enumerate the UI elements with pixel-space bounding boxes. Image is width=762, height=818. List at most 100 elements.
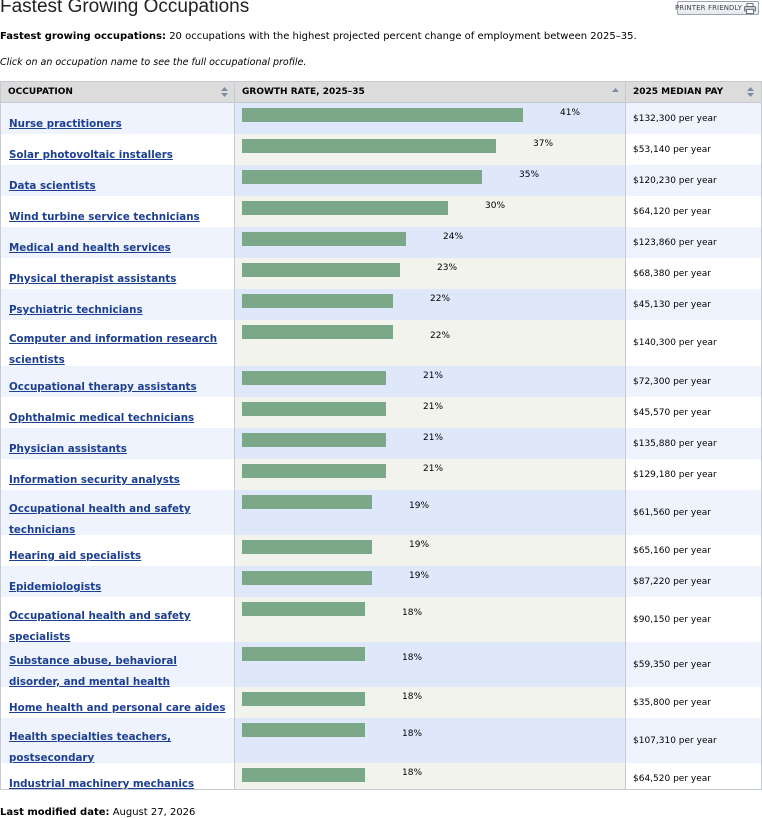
table-row: Occupational health and safety technicia… <box>1 490 761 536</box>
last-modified-label: Last modified date: <box>0 807 110 818</box>
pay-column-header[interactable]: 2025 MEDIAN PAY <box>626 82 761 102</box>
occupation-link[interactable]: Solar photovoltaic installers <box>9 149 173 161</box>
table-row: Medical and health services managers 24% $… <box>1 227 761 275</box>
occupation-link[interactable]: Physical therapist assistants <box>9 273 177 285</box>
printer-friendly-button[interactable]: PRINTER FRIENDLY <box>674 1 759 15</box>
median-pay-cell: $64,120 per year <box>626 196 761 227</box>
median-pay-value: $53,140 per year <box>633 144 711 155</box>
table-row: Home health and personal care aides 18% $3… <box>1 687 761 718</box>
growth-cell: 19% <box>235 535 626 566</box>
occupation-link[interactable]: Industrial machinery mechanics <box>9 778 195 790</box>
occupation-header-label: OCCUPATION <box>8 87 73 97</box>
occupation-cell: Industrial machinery mechanics <box>1 763 235 790</box>
median-pay-value: $135,880 per year <box>633 438 717 449</box>
sort-arrows-icon[interactable] <box>220 86 229 98</box>
table-row: Nurse practitioners 41% $132,300 per year <box>1 103 761 134</box>
intro-text: Fastest growing occupations: 20 occupati… <box>0 31 637 42</box>
median-pay-cell: $132,300 per year <box>626 103 761 134</box>
occupation-cell: Psychiatric technicians <box>1 289 235 320</box>
median-pay-value: $120,230 per year <box>633 175 717 186</box>
median-pay-cell: $107,310 per year <box>626 718 761 763</box>
last-modified: Last modified date: August 27, 2026 <box>0 807 195 818</box>
occupation-link[interactable]: Nurse practitioners <box>9 118 122 130</box>
median-pay-cell: $45,130 per year <box>626 289 761 320</box>
growth-cell: 21% <box>235 459 626 490</box>
median-pay-value: $90,150 per year <box>633 614 711 625</box>
growth-bar <box>242 433 386 447</box>
occupation-link[interactable]: Data scientists <box>9 180 96 192</box>
intro-description: 20 occupations with the highest projecte… <box>166 31 637 42</box>
growth-bar <box>242 170 482 184</box>
printer-friendly-label: PRINTER FRIENDLY <box>674 4 742 12</box>
occupation-cell: Occupational therapy assistants <box>1 366 235 397</box>
occupation-link[interactable]: Home health and personal care aides <box>9 702 226 714</box>
growth-percent-label: 22% <box>430 331 451 341</box>
occupation-link[interactable]: Occupational health and safety technicia… <box>9 503 191 536</box>
median-pay-cell: $35,800 per year <box>626 687 761 718</box>
growth-cell: 18% <box>235 597 626 642</box>
growth-column-header[interactable]: GROWTH RATE, 2025–35 <box>235 82 626 102</box>
table-row: Information security analysts 21% $129,180… <box>1 459 761 490</box>
occupation-link[interactable]: Epidemiologists <box>9 581 102 593</box>
occupation-link[interactable]: Wind turbine service technicians <box>9 211 200 223</box>
occupation-link[interactable]: Computer and information research scient… <box>9 333 218 366</box>
occupation-cell: Solar photovoltaic installers <box>1 134 235 165</box>
occupation-link[interactable]: Physician assistants <box>9 443 127 455</box>
median-pay-cell: $87,220 per year <box>626 566 761 597</box>
growth-percent-label: 37% <box>533 139 554 149</box>
occupation-cell: Medical and health services managers <box>1 227 235 275</box>
growth-cell: 24% <box>235 227 626 258</box>
pay-header-label: 2025 MEDIAN PAY <box>633 87 724 97</box>
occupation-cell: Data scientists <box>1 165 235 196</box>
growth-percent-label: 21% <box>423 464 444 474</box>
growth-cell: 35% <box>235 165 626 196</box>
growth-percent-label: 18% <box>402 729 423 739</box>
growth-percent-label: 18% <box>402 692 423 702</box>
growth-percent-label: 19% <box>409 501 430 511</box>
growth-percent-label: 23% <box>437 263 458 273</box>
median-pay-cell: $61,560 per year <box>626 490 761 535</box>
occupation-cell: Substance abuse, behavioral disorder, an… <box>1 642 235 708</box>
occupation-link[interactable]: Occupational therapy assistants <box>9 381 197 393</box>
sort-ascending-icon[interactable] <box>611 86 620 98</box>
occupation-link[interactable]: Information security analysts <box>9 474 180 486</box>
occupation-link[interactable]: Psychiatric technicians <box>9 304 143 316</box>
occupation-cell: Home health and personal care aides <box>1 687 235 718</box>
growth-cell: 18% <box>235 642 626 687</box>
growth-bar <box>242 540 372 554</box>
page-title: Fastest Growing Occupations <box>0 0 250 17</box>
growth-bar <box>242 402 386 416</box>
growth-bar <box>242 294 393 308</box>
table-row: Solar photovoltaic installers 37% $53,140 … <box>1 134 761 165</box>
table-row: Occupational therapy assistants 21% $72,30… <box>1 366 761 397</box>
growth-bar <box>242 108 523 122</box>
growth-percent-label: 18% <box>402 608 423 618</box>
occupations-table: OCCUPATION GROWTH RATE, 2025–35 2025 MED… <box>0 81 762 790</box>
occupation-link[interactable]: Health specialties teachers, postseconda… <box>9 731 172 764</box>
median-pay-value: $64,520 per year <box>633 773 711 784</box>
growth-bar <box>242 723 365 737</box>
occupation-link[interactable]: Occupational health and safety specialis… <box>9 610 191 643</box>
growth-percent-label: 18% <box>402 768 423 778</box>
growth-bar <box>242 602 365 616</box>
growth-cell: 21% <box>235 366 626 397</box>
growth-cell: 19% <box>235 490 626 535</box>
median-pay-value: $35,800 per year <box>633 697 711 708</box>
occupation-cell: Occupational health and safety technicia… <box>1 490 235 536</box>
occupation-link[interactable]: Hearing aid specialists <box>9 550 142 562</box>
growth-bar <box>242 647 365 661</box>
table-row: Wind turbine service technicians 30% $64,1… <box>1 196 761 227</box>
occupation-column-header[interactable]: OCCUPATION <box>1 82 235 102</box>
median-pay-value: $129,180 per year <box>633 469 717 480</box>
occupation-cell: Ophthalmic medical technicians <box>1 397 235 428</box>
occupation-link[interactable]: Ophthalmic medical technicians <box>9 412 195 424</box>
growth-bar <box>242 464 386 478</box>
growth-cell: 19% <box>235 566 626 597</box>
median-pay-cell: $90,150 per year <box>626 597 761 642</box>
median-pay-cell: $68,380 per year <box>626 258 761 289</box>
growth-percent-label: 30% <box>485 201 506 211</box>
median-pay-value: $72,300 per year <box>633 376 711 387</box>
growth-header-label: GROWTH RATE, 2025–35 <box>242 87 365 97</box>
sort-arrows-icon[interactable] <box>746 86 755 98</box>
table-row: Hearing aid specialists 19% $65,160 per ye… <box>1 535 761 566</box>
